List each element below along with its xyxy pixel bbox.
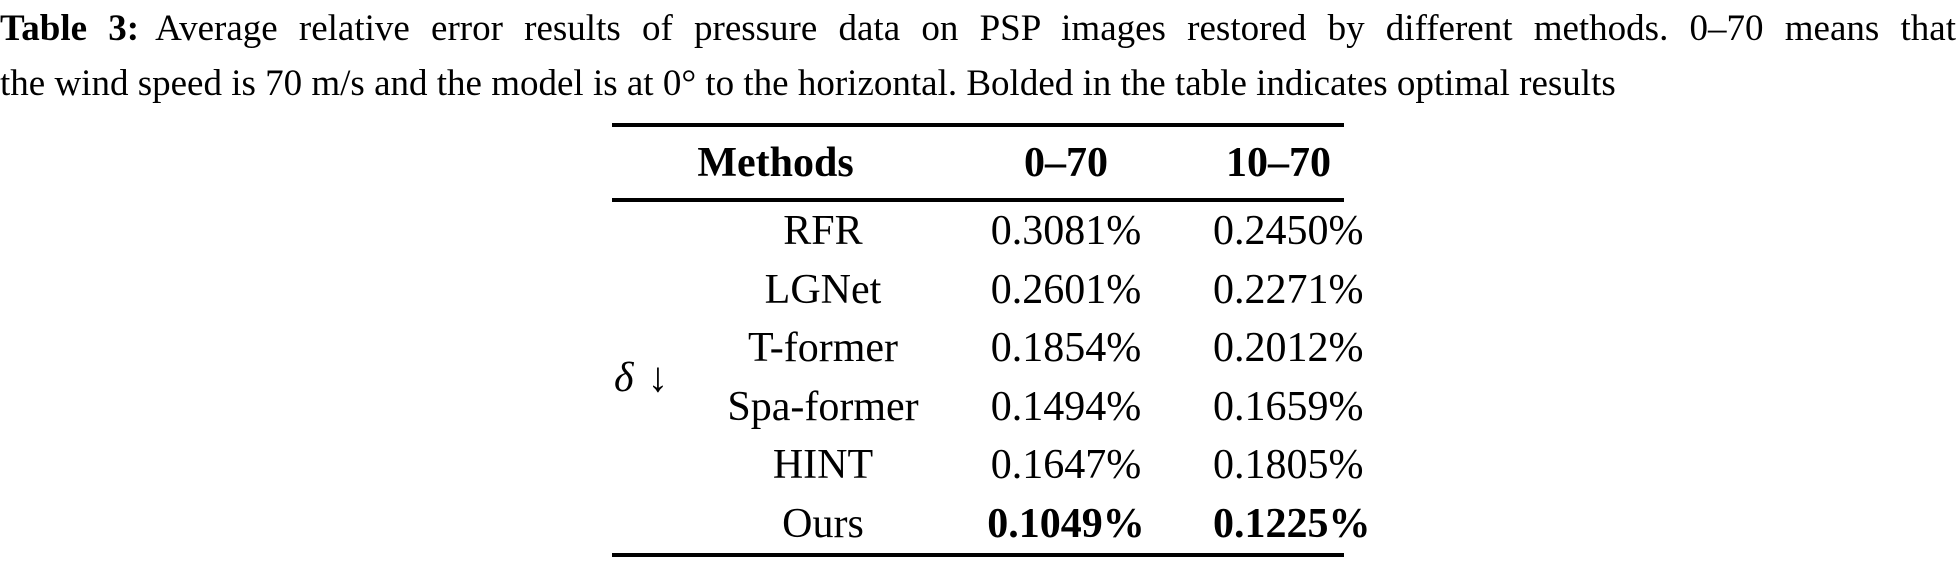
delta-symbol: δ [614,354,634,401]
table-bottom-rule [612,553,1344,557]
header-methods: Methods [697,139,854,186]
table-header-row: Methods 0–70 10–70 [612,127,1344,198]
table-body: δ ↓ RFR 0.3081% 0.2450% LGNet 0.2601% 0.2… [612,202,1371,553]
table-row-value: 0.2012% [1213,325,1364,372]
table-row-value: 0.1659% [1213,383,1364,430]
table-caption: Table 3: Average relative error results o… [0,1,1956,111]
table-row-value: 0.2601% [990,266,1142,313]
table-row-method: Spa-former [727,383,919,430]
table-row-value-optimal: 0.1049% [987,500,1145,547]
header-col-0-70: 0–70 [1024,139,1108,186]
table-row-method: HINT [772,442,874,489]
table-caption-label: Table 3: [0,8,140,49]
row-group-label-delta: δ ↓ [612,357,707,399]
caption-line-1: Table 3: Average relative error results o… [0,1,1956,56]
table-mid-rule [612,198,1344,202]
table-row-value: 0.2271% [1213,266,1364,313]
table-row-value: 0.1647% [990,442,1142,489]
down-arrow-icon: ↓ [647,354,669,401]
table-row-value: 0.1805% [1213,442,1364,489]
table-row-method: LGNet [764,266,882,313]
table-row-method: Ours [782,500,864,547]
table-row-method: RFR [783,208,863,255]
table-top-rule [612,123,1344,127]
table-row-value: 0.3081% [990,208,1142,255]
table-row-value: 0.1854% [990,325,1142,372]
results-table: Methods 0–70 10–70 δ ↓ RFR 0.3081% 0.2450… [612,123,1371,557]
table-row-method: T-former [747,325,899,372]
header-col-10-70: 10–70 [1226,139,1331,186]
caption-line-2: the wind speed is 70 m/s and the model i… [0,63,1616,104]
caption-line-1-text: Average relative error results of pressu… [155,8,1956,49]
table-row-value: 0.2450% [1213,208,1364,255]
table-row-value-optimal: 0.1225% [1213,500,1371,547]
table-row-value: 0.1494% [990,383,1142,430]
